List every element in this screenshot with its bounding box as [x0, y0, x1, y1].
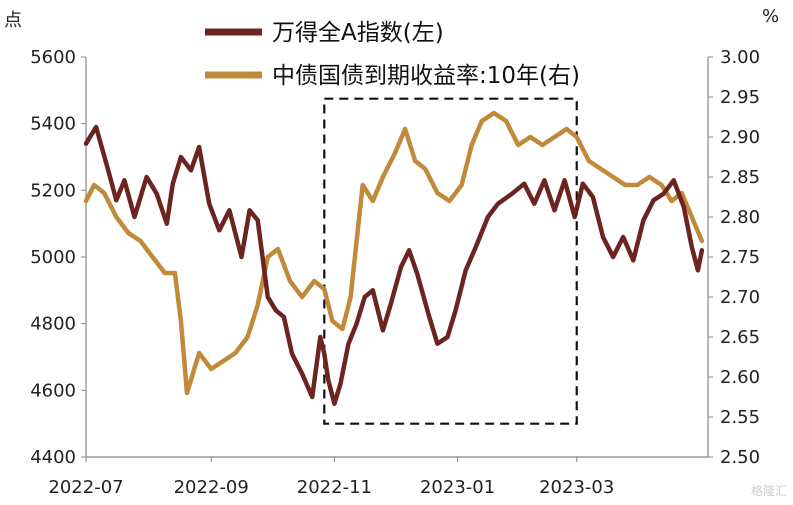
- series-line-yield: [83, 110, 705, 396]
- left-tick-label: 5600: [30, 47, 76, 68]
- x-tick-label: 2022-09: [174, 477, 249, 498]
- left-tick-label: 5400: [30, 114, 76, 135]
- left-tick-label: 4800: [30, 314, 76, 335]
- x-tick-label: 2023-03: [539, 477, 614, 498]
- right-tick-label: 2.90: [720, 127, 760, 148]
- legend-label: 万得全A指数(左): [272, 20, 444, 46]
- legend-label: 中债国债到期收益率:10年(右): [272, 63, 580, 89]
- left-tick-label: 5000: [30, 247, 76, 268]
- watermark: 格隆汇: [750, 484, 787, 498]
- right-tick-label: 2.50: [720, 447, 760, 468]
- x-tick-label: 2022-07: [48, 477, 123, 498]
- series-line-index: [83, 124, 705, 406]
- left-tick-label: 5200: [30, 180, 76, 201]
- right-tick-label: 3.00: [720, 47, 760, 68]
- right-tick-label: 2.70: [720, 287, 760, 308]
- right-tick-label: 2.55: [720, 407, 760, 428]
- right-tick-label: 2.80: [720, 207, 760, 228]
- left-tick-label: 4400: [30, 447, 76, 468]
- right-axis-unit: %: [762, 6, 780, 27]
- x-tick-label: 2022-11: [297, 477, 372, 498]
- x-tick-label: 2023-01: [420, 477, 495, 498]
- right-tick-label: 2.85: [720, 167, 760, 188]
- left-tick-label: 4600: [30, 380, 76, 401]
- right-tick-label: 2.95: [720, 87, 760, 108]
- right-tick-label: 2.60: [720, 367, 760, 388]
- highlight-box: [323, 97, 578, 425]
- left-axis-unit: 点: [4, 10, 22, 31]
- right-tick-label: 2.75: [720, 247, 760, 268]
- right-tick-label: 2.65: [720, 327, 760, 348]
